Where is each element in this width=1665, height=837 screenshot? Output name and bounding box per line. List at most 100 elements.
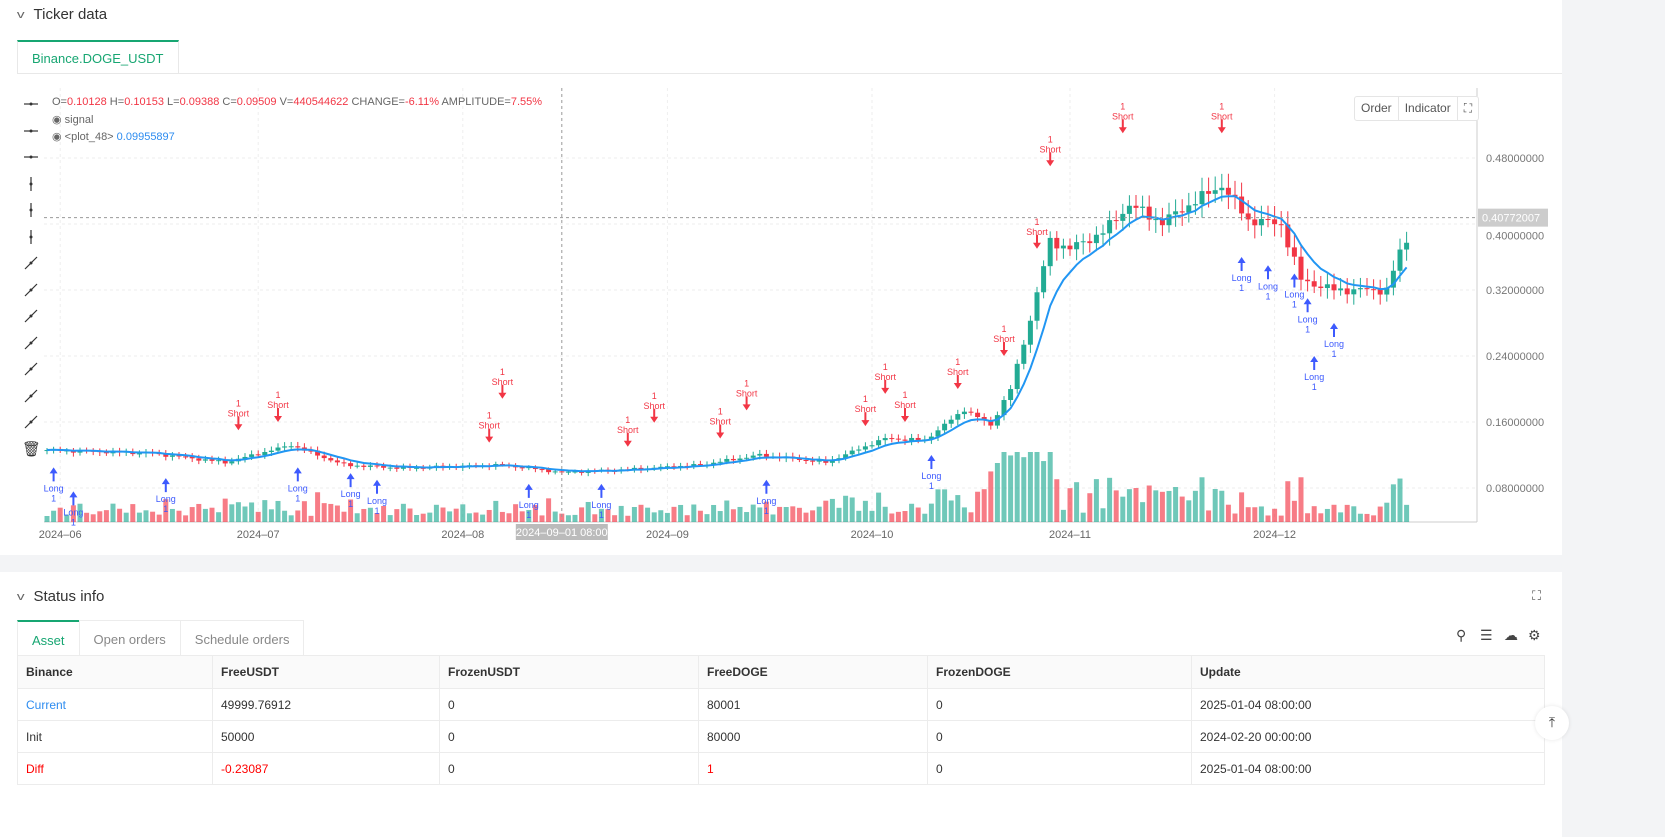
candle-body xyxy=(856,449,862,451)
status-info-header[interactable]: v Status info xyxy=(17,588,104,605)
volume-bar xyxy=(1159,491,1165,522)
x-tick-label: 2024–06 xyxy=(39,529,82,541)
volume-bar xyxy=(414,515,420,522)
volume-bar xyxy=(255,511,261,522)
fullscreen-icon[interactable]: ⛶ xyxy=(1532,588,1542,603)
vertical-line-icon[interactable] xyxy=(22,175,40,193)
eye-icon[interactable]: ◉ xyxy=(52,131,62,143)
signal-label: Short xyxy=(267,400,289,410)
tab-schedule-orders[interactable]: Schedule orders xyxy=(179,620,305,657)
long-arrow-icon xyxy=(1303,298,1312,313)
tab-symbol[interactable]: Binance.DOGE_USDT xyxy=(17,40,179,73)
signal-label: Short xyxy=(492,377,514,387)
horizontal-line-icon[interactable] xyxy=(22,95,40,113)
trash-icon[interactable]: 🗑 xyxy=(22,440,42,458)
candle-body xyxy=(1298,256,1304,280)
candle-body xyxy=(1331,284,1337,291)
signal-qty: 1 xyxy=(1034,217,1039,227)
gear-icon[interactable]: ⚙ xyxy=(1528,627,1541,643)
candle-body xyxy=(374,465,380,467)
ticker-data-header[interactable]: v Ticker data xyxy=(17,6,107,23)
search-icon[interactable]: ⚲ xyxy=(1456,627,1467,643)
candle-body xyxy=(1159,219,1165,226)
download-cloud-icon[interactable]: ☁ xyxy=(1504,627,1518,643)
signal-qty: 1 xyxy=(863,394,868,404)
candle-body xyxy=(1186,205,1192,213)
vertical-ray-icon[interactable] xyxy=(22,201,40,219)
segment-line-icon[interactable] xyxy=(22,307,40,325)
ray-line-icon[interactable] xyxy=(22,281,40,299)
signal-qty: 1 xyxy=(295,493,300,503)
trend-line-icon[interactable] xyxy=(22,254,40,272)
short-arrow-icon xyxy=(1046,152,1055,167)
signal-qty: 1 xyxy=(764,506,769,516)
volume-bar xyxy=(928,503,934,522)
candle-body xyxy=(229,461,235,464)
table-cell: 0 xyxy=(439,752,699,785)
eye-icon[interactable]: ◉ xyxy=(52,114,62,126)
volume-bar xyxy=(1146,485,1152,522)
column-header: FrozenUSDT xyxy=(439,655,699,689)
volume-bar xyxy=(1371,515,1377,522)
long-arrow-icon xyxy=(293,467,302,482)
volume-bar xyxy=(447,511,453,522)
fullscreen-icon[interactable]: ⛶ xyxy=(1463,101,1473,115)
candle-body xyxy=(942,423,948,431)
candle-body xyxy=(816,459,822,462)
volume-bar xyxy=(400,503,406,522)
volume-bar xyxy=(1364,513,1370,522)
candle-body xyxy=(249,454,255,457)
candle-body xyxy=(882,438,888,441)
signal-legend[interactable]: ◉ signal xyxy=(52,113,93,126)
price-label-icon[interactable] xyxy=(22,334,40,352)
volume-bar xyxy=(216,512,222,522)
short-arrow-icon xyxy=(881,379,890,394)
signal-qty: 1 xyxy=(1120,101,1125,111)
menu-icon[interactable]: ☰ xyxy=(1480,627,1493,643)
long-arrow-icon xyxy=(597,483,606,498)
candle-body xyxy=(763,453,769,457)
vertical-segment-icon[interactable] xyxy=(22,228,40,246)
candle-body xyxy=(559,471,565,473)
candle-body xyxy=(948,419,954,424)
volume-bar xyxy=(480,514,486,522)
parallel-channel-icon[interactable] xyxy=(22,360,40,378)
table-cell: 2025-01-04 08:00:00 xyxy=(1191,752,1545,785)
volume-bar xyxy=(196,503,202,522)
candlestick-chart[interactable]: 0.48000000 0.40000000 0.32000000 0.24000000… xyxy=(0,0,1562,555)
candle-body xyxy=(216,460,222,462)
fib-retracement-icon[interactable] xyxy=(22,387,40,405)
drawing-list-icon[interactable] xyxy=(22,413,40,431)
signal-label: Long xyxy=(1258,281,1278,291)
horizontal-segment-icon[interactable] xyxy=(22,148,40,166)
long-arrow-icon xyxy=(69,491,78,506)
candle-body xyxy=(222,460,228,464)
tab-asset[interactable]: Asset xyxy=(17,620,80,657)
back-to-top-button[interactable]: ⤒ xyxy=(1535,706,1569,740)
volume-bar xyxy=(1080,512,1086,522)
volume-bar xyxy=(598,508,604,522)
tab-open-orders[interactable]: Open orders xyxy=(78,620,181,657)
candle-body xyxy=(1080,241,1086,243)
status-info-panel: v Status info ⛶ Asset Open orders Schedul… xyxy=(0,572,1562,837)
horizontal-ray-icon[interactable] xyxy=(22,122,40,140)
signal-label: Short xyxy=(874,372,896,382)
volume-bar xyxy=(869,510,875,522)
short-arrow-icon xyxy=(953,375,962,389)
volume-bar xyxy=(744,512,750,522)
indicator-button[interactable]: Indicator xyxy=(1399,97,1458,120)
volume-bar xyxy=(57,507,63,522)
volume-bar xyxy=(97,511,103,522)
candle-body xyxy=(565,471,571,473)
volume-bar xyxy=(836,507,842,522)
short-arrow-icon xyxy=(485,428,494,443)
signal-label: Short xyxy=(478,421,500,431)
volume-bar xyxy=(1390,484,1396,522)
volume-bar xyxy=(499,511,505,522)
volume-bar xyxy=(810,510,816,522)
row-label-current[interactable]: Current xyxy=(17,688,213,721)
plot-name: <plot_48> xyxy=(64,131,114,143)
plot-legend[interactable]: ◉ <plot_48> 0.09955897 xyxy=(52,130,175,143)
o-label: O= xyxy=(52,96,67,108)
order-button[interactable]: Order xyxy=(1355,97,1399,120)
